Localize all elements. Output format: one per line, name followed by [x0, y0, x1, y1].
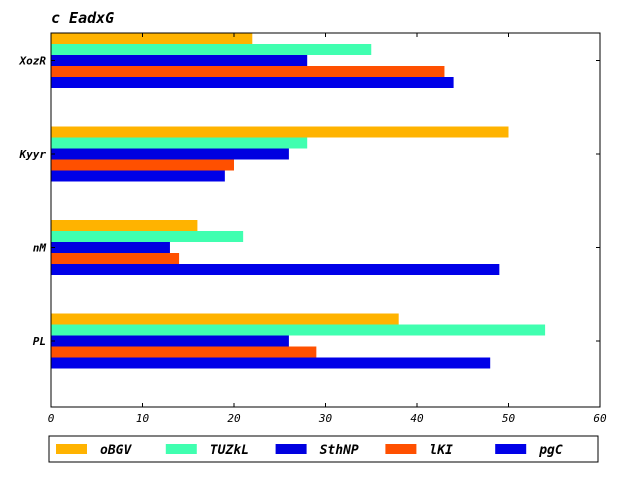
bar-TUZkL-Kyyr — [51, 137, 308, 149]
x-tick-label-0: 0 — [48, 412, 55, 425]
bar-SthNP-Kyyr — [51, 148, 289, 160]
bar-SthNP-PL — [51, 335, 289, 347]
bar-oBGV-nM — [51, 220, 198, 231]
x-tick-label-20: 20 — [227, 412, 241, 425]
legend: oBGV TUZkL SthNP lKI pgC — [48, 435, 599, 463]
bar-lKI-PL — [51, 346, 317, 358]
y-tick-label-XozR: XozR — [19, 55, 47, 68]
axes-layer: XozR Kyyr nM PL 0 10 20 30 40 50 60 — [19, 33, 607, 425]
x-tick-label-30: 30 — [318, 412, 333, 425]
bar-SthNP-nM — [51, 242, 170, 253]
legend-label-SthNP: SthNP — [320, 443, 359, 458]
legend-swatch-oBGV — [56, 444, 87, 454]
legend-swatch-SthNP — [275, 444, 307, 454]
legend-swatch-TUZkL — [165, 444, 197, 454]
x-tick-label-40: 40 — [410, 412, 424, 425]
chart-title: c EadxG — [51, 9, 114, 27]
bar-pgC-nM — [51, 264, 500, 275]
y-tick-label-PL: PL — [33, 335, 46, 348]
legend-label-TUZkL: TUZkL — [210, 443, 249, 458]
y-tick-label-Kyyr: Kyyr — [19, 148, 47, 161]
bar-oBGV-XozR — [51, 33, 253, 44]
bar-lKI-nM — [51, 253, 180, 264]
legend-label-oBGV: oBGV — [100, 443, 132, 458]
y-tick-label-nM: nM — [33, 242, 47, 255]
legend-label-lKI: lKI — [429, 443, 453, 458]
bar-TUZkL-nM — [51, 231, 244, 242]
bar-lKI-Kyyr — [51, 159, 234, 171]
bars-layer — [51, 33, 546, 369]
bar-pgC-XozR — [51, 77, 454, 88]
bar-oBGV-Kyyr — [51, 126, 509, 138]
bar-SthNP-XozR — [51, 55, 308, 66]
legend-swatch-lKI — [385, 444, 417, 454]
bar-lKI-XozR — [51, 66, 445, 77]
bar-pgC-Kyyr — [51, 170, 225, 182]
bar-pgC-PL — [51, 357, 491, 369]
x-tick-label-60: 60 — [593, 412, 607, 425]
bar-TUZkL-PL — [51, 324, 546, 336]
bar-oBGV-PL — [51, 313, 399, 325]
legend-label-pgC: pgC — [538, 443, 563, 458]
bar-TUZkL-XozR — [51, 44, 372, 55]
legend-swatch-pgC — [495, 444, 527, 454]
x-tick-label-50: 50 — [502, 412, 516, 425]
x-tick-label-10: 10 — [136, 412, 150, 425]
